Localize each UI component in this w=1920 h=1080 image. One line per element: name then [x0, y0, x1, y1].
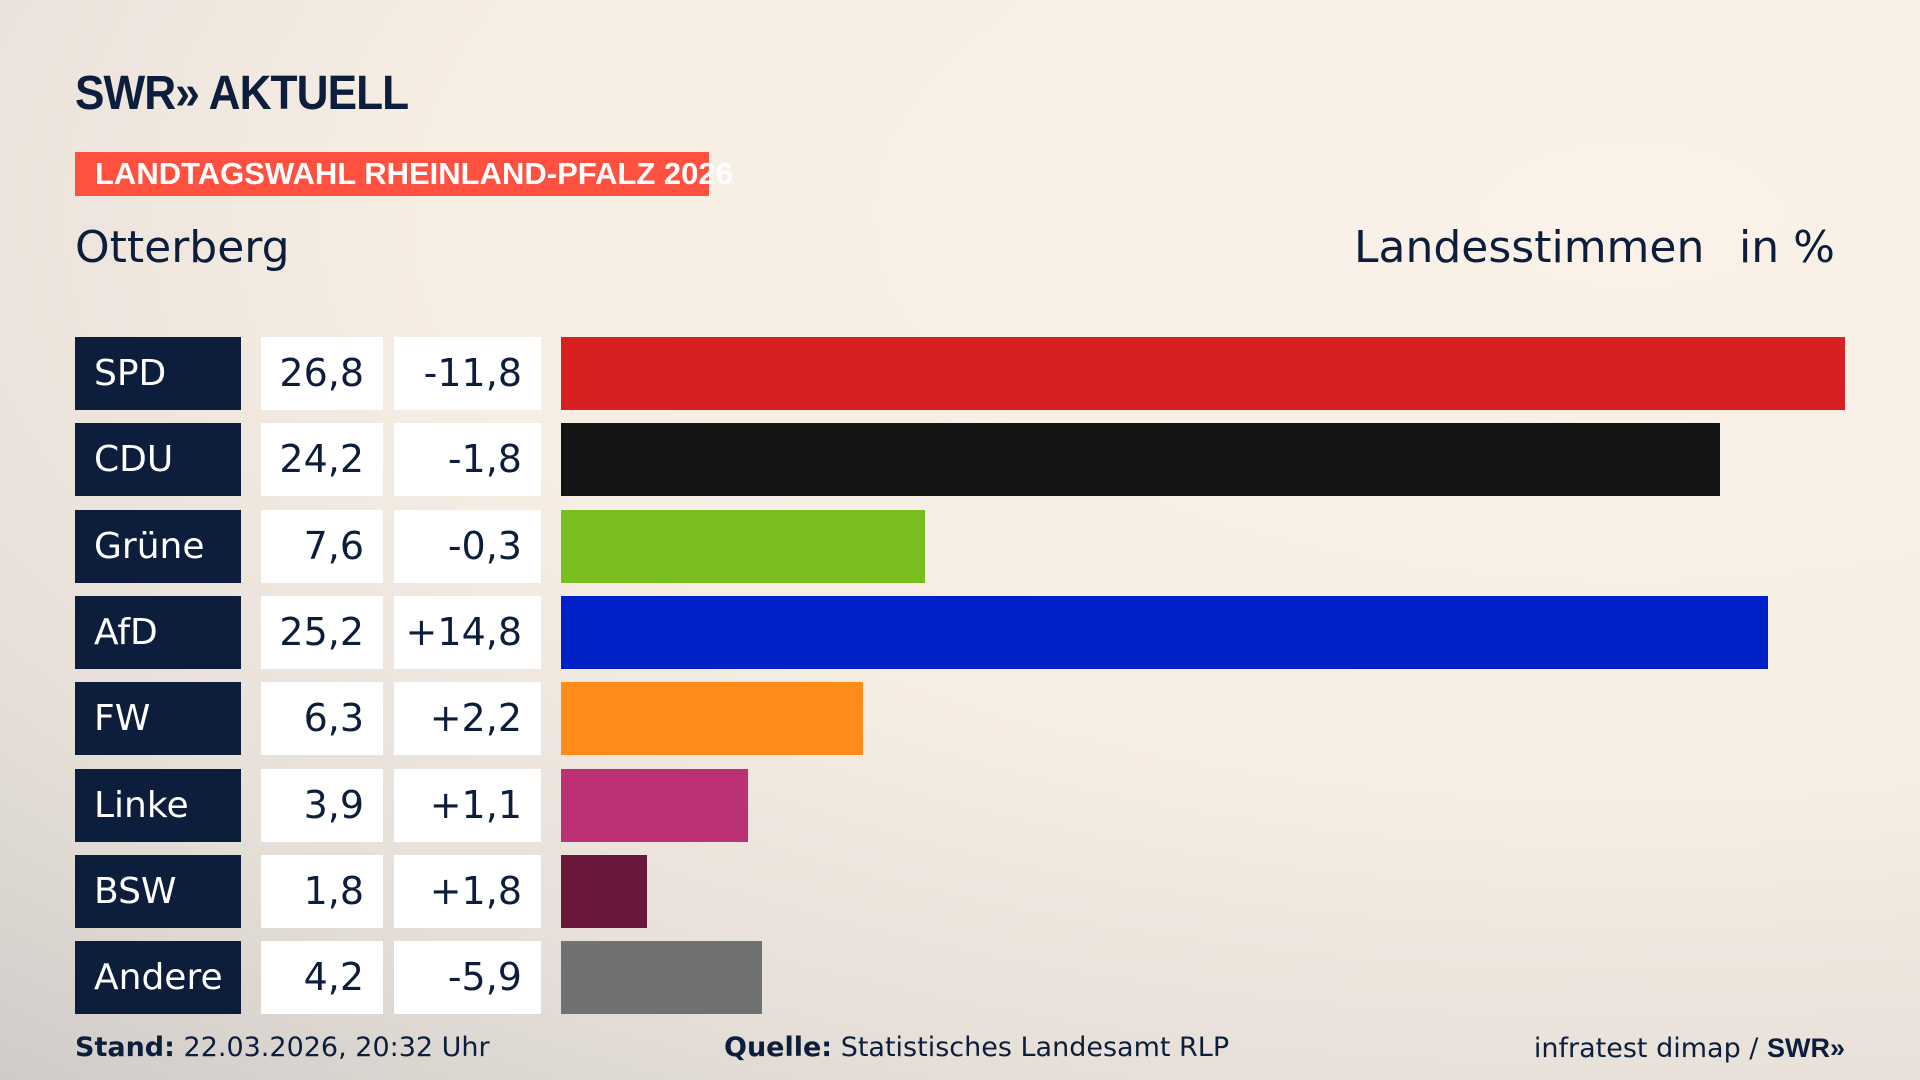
region-title: Otterberg — [75, 222, 290, 273]
vote-change: +1,8 — [394, 854, 541, 928]
vote-change: +2,2 — [394, 682, 541, 756]
bar-spd — [561, 337, 1845, 410]
swr-aktuell-logo: SWR» AKTUELL — [75, 67, 409, 120]
result-row: AfD 25,2 +14,8 — [75, 595, 1875, 669]
party-label: FW — [75, 682, 241, 756]
credit-text: infratest dimap / — [1533, 1033, 1767, 1064]
result-row: Grüne 7,6 -0,3 — [75, 509, 1875, 583]
party-label: SPD — [75, 337, 241, 410]
vote-change: +14,8 — [394, 595, 541, 669]
stand-info: Stand: 22.03.2026, 20:32 Uhr — [75, 1030, 490, 1066]
bar-grüne — [561, 509, 926, 583]
stand-label: Stand: — [75, 1032, 175, 1063]
credit: infratest dimap / SWR» — [1534, 1030, 1845, 1067]
vote-share: 24,2 — [261, 423, 383, 497]
unit-label: in % — [1739, 222, 1835, 273]
result-row: CDU 24,2 -1,8 — [75, 423, 1875, 497]
party-label: BSW — [75, 854, 241, 928]
metric-label: Landesstimmen — [1354, 222, 1705, 273]
swr-logo: SWR» — [1766, 1033, 1845, 1063]
vote-share: 4,2 — [261, 941, 383, 1015]
election-banner: LANDTAGSWAHL RHEINLAND-PFALZ 2026 — [75, 152, 733, 196]
bar-andere — [561, 941, 763, 1015]
party-label: Grüne — [75, 509, 241, 583]
vote-change: +1,1 — [394, 768, 541, 842]
vote-change: -5,9 — [394, 941, 541, 1015]
bar-cdu — [561, 423, 1721, 497]
vote-share: 25,2 — [261, 595, 383, 669]
vote-change: -1,8 — [394, 423, 541, 497]
party-label: Linke — [75, 768, 241, 842]
bar-fw — [561, 682, 863, 756]
party-label: Andere — [75, 941, 241, 1015]
bar-afd — [561, 595, 1769, 669]
bar-bsw — [561, 854, 648, 928]
party-label: AfD — [75, 595, 241, 669]
vote-share: 3,9 — [261, 768, 383, 842]
result-row: Andere 4,2 -5,9 — [75, 941, 1875, 1015]
source-value: Statistisches Landesamt RLP — [840, 1032, 1230, 1063]
vote-share: 6,3 — [261, 682, 383, 756]
source-info: Quelle: Statistisches Landesamt RLP — [724, 1030, 1229, 1066]
result-row: FW 6,3 +2,2 — [75, 682, 1875, 756]
source-label: Quelle: — [724, 1032, 833, 1063]
party-label: CDU — [75, 423, 241, 497]
result-row: Linke 3,9 +1,1 — [75, 768, 1875, 842]
stand-value: 22.03.2026, 20:32 Uhr — [183, 1032, 490, 1063]
bar-linke — [561, 768, 748, 842]
vote-change: -0,3 — [394, 509, 541, 583]
vote-change: -11,8 — [394, 337, 541, 410]
vote-share: 7,6 — [261, 509, 383, 583]
vote-share: 26,8 — [261, 337, 383, 410]
vote-share: 1,8 — [261, 854, 383, 928]
result-row: BSW 1,8 +1,8 — [75, 854, 1875, 928]
result-row: SPD 26,8 -11,8 — [75, 337, 1875, 410]
